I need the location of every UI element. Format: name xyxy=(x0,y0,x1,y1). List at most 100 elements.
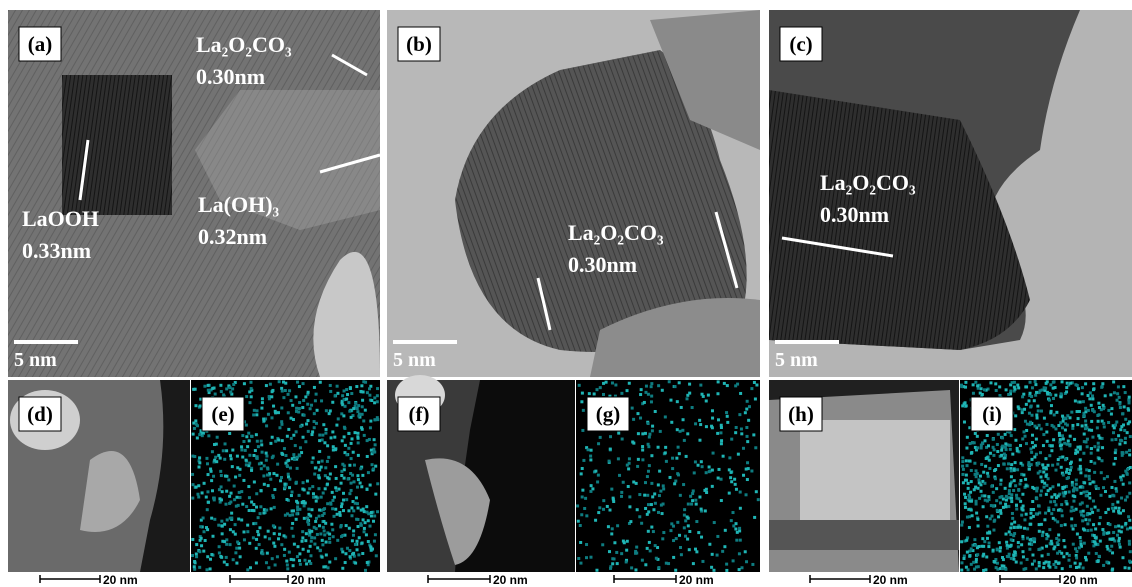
eds-dot xyxy=(342,509,345,512)
eds-dot xyxy=(713,521,716,524)
eds-dot xyxy=(1050,410,1053,413)
eds-dot xyxy=(966,516,969,519)
eds-dot xyxy=(979,483,982,486)
eds-dot xyxy=(312,492,315,495)
eds-dot xyxy=(996,450,999,453)
eds-dot xyxy=(298,559,301,562)
eds-dot xyxy=(1088,478,1091,481)
eds-dot xyxy=(241,503,244,506)
eds-dot xyxy=(1058,432,1061,435)
eds-dot xyxy=(1038,561,1041,564)
eds-dot xyxy=(296,501,299,504)
eds-dot xyxy=(996,509,999,512)
eds-dot xyxy=(697,531,700,534)
eds-dot xyxy=(1048,399,1051,402)
eds-dot xyxy=(310,508,313,511)
eds-dot xyxy=(710,566,713,569)
eds-dot xyxy=(322,508,325,511)
eds-dot xyxy=(1061,514,1064,517)
eds-dot xyxy=(686,394,689,397)
eds-dot xyxy=(643,401,646,404)
eds-dot xyxy=(1028,412,1031,415)
eds-dot xyxy=(732,559,735,562)
eds-dot xyxy=(326,483,329,486)
eds-dot xyxy=(1040,427,1043,430)
eds-dot xyxy=(968,555,971,558)
eds-dot xyxy=(256,530,259,533)
eds-dot xyxy=(688,530,691,533)
eds-dot xyxy=(350,392,353,395)
eds-dot xyxy=(266,468,269,471)
eds-dot xyxy=(256,409,259,412)
eds-dot xyxy=(961,465,964,468)
eds-dot xyxy=(751,563,754,566)
eds-dot xyxy=(984,499,987,502)
panel-label: (d) xyxy=(27,402,53,426)
eds-dot xyxy=(369,484,372,487)
eds-dot xyxy=(335,424,338,427)
eds-dot xyxy=(712,452,715,455)
eds-dot xyxy=(293,458,296,461)
eds-dot xyxy=(242,530,245,533)
eds-dot xyxy=(258,462,261,465)
eds-dot xyxy=(1007,462,1010,465)
eds-dot xyxy=(245,435,248,438)
eds-dot xyxy=(229,501,232,504)
eds-dot xyxy=(643,494,646,497)
eds-dot xyxy=(295,430,298,433)
eds-dot xyxy=(700,460,703,463)
annotation: LaOOH xyxy=(22,206,99,231)
eds-dot xyxy=(676,428,679,431)
eds-dot xyxy=(237,504,240,507)
eds-dot xyxy=(366,455,369,458)
eds-dot xyxy=(650,385,653,388)
eds-dot xyxy=(698,496,701,499)
eds-dot xyxy=(1104,490,1107,493)
eds-dot xyxy=(198,550,201,553)
eds-dot xyxy=(343,427,346,430)
eds-dot xyxy=(650,482,653,485)
eds-dot xyxy=(263,483,266,486)
eds-dot xyxy=(989,381,992,384)
eds-dot xyxy=(266,474,269,477)
eds-dot xyxy=(276,463,279,466)
eds-dot xyxy=(732,511,735,514)
eds-dot xyxy=(366,391,369,394)
eds-dot xyxy=(373,438,376,441)
eds-dot xyxy=(1115,421,1118,424)
eds-dot xyxy=(321,438,324,441)
eds-dot xyxy=(1013,521,1016,524)
eds-dot xyxy=(357,404,360,407)
eds-dot xyxy=(1079,458,1082,461)
eds-dot xyxy=(303,414,306,417)
eds-dot xyxy=(1102,486,1105,489)
eds-dot xyxy=(248,542,251,545)
eds-dot xyxy=(985,457,988,460)
eds-dot xyxy=(1098,457,1101,460)
eds-dot xyxy=(1001,567,1004,570)
eds-dot xyxy=(1093,410,1096,413)
eds-dot xyxy=(1126,473,1129,476)
eds-dot xyxy=(1028,467,1031,470)
eds-dot xyxy=(707,394,710,397)
eds-dot xyxy=(971,441,974,444)
eds-dot xyxy=(972,392,975,395)
eds-dot xyxy=(287,473,290,476)
eds-dot xyxy=(671,457,674,460)
eds-dot xyxy=(1126,495,1129,498)
eds-dot xyxy=(298,552,301,555)
eds-dot xyxy=(665,460,668,463)
eds-dot xyxy=(353,464,356,467)
eds-dot xyxy=(248,462,251,465)
eds-dot xyxy=(960,540,963,543)
eds-dot xyxy=(1031,441,1034,444)
eds-dot xyxy=(365,505,368,508)
eds-dot xyxy=(301,406,304,409)
eds-dot xyxy=(355,496,358,499)
eds-dot xyxy=(1062,555,1065,558)
eds-dot xyxy=(969,491,972,494)
eds-dot xyxy=(991,515,994,518)
eds-dot xyxy=(980,490,983,493)
eds-dot xyxy=(1061,455,1064,458)
eds-dot xyxy=(997,515,1000,518)
